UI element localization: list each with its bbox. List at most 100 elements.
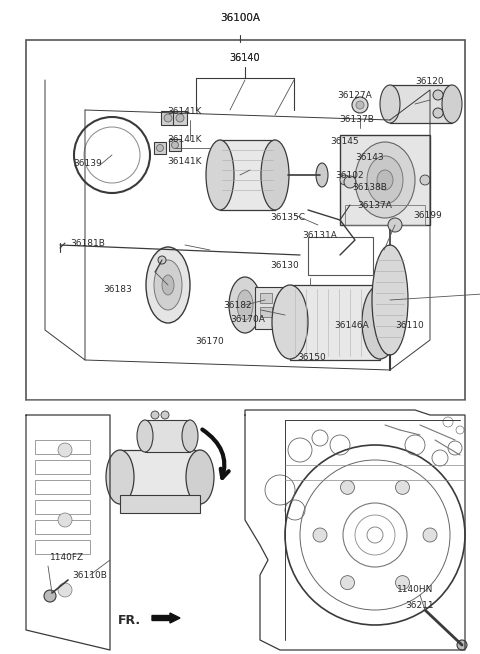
Bar [26,40,465,400]
Ellipse shape [106,450,134,504]
Text: 36102: 36102 [336,171,364,179]
Bar [35,500,90,514]
Circle shape [44,590,56,602]
Ellipse shape [237,290,253,320]
Bar [35,440,90,454]
Text: 36141K: 36141K [168,107,202,116]
Bar [154,142,166,154]
Bar [35,540,90,554]
Text: 36139: 36139 [73,158,102,167]
Ellipse shape [367,156,403,204]
Ellipse shape [377,170,393,190]
Circle shape [420,175,430,185]
Text: 36130: 36130 [271,260,300,269]
Text: 36110B: 36110B [72,570,108,579]
Text: 36131A: 36131A [302,230,337,239]
Bar [173,111,187,125]
Circle shape [457,640,467,650]
Circle shape [433,108,443,118]
Bar [290,285,380,360]
Bar [120,450,200,505]
Ellipse shape [229,277,261,333]
Bar [220,140,275,210]
Text: 36100A: 36100A [220,13,260,23]
Bar [161,111,175,125]
Ellipse shape [355,142,415,218]
Text: 36137B: 36137B [339,116,374,124]
Text: 36140: 36140 [230,53,260,63]
Ellipse shape [380,85,400,123]
Bar [169,139,181,151]
Circle shape [164,114,172,122]
Bar [260,293,272,303]
Ellipse shape [442,85,462,123]
Ellipse shape [206,140,234,210]
Bar [255,287,290,329]
Ellipse shape [146,247,190,323]
Circle shape [344,176,356,188]
Text: 1140HN: 1140HN [397,585,433,594]
Ellipse shape [186,450,214,504]
Ellipse shape [372,245,408,355]
Text: 36135C: 36135C [271,213,305,222]
Bar [35,460,90,474]
Circle shape [171,141,179,148]
Text: 36146A: 36146A [335,320,370,330]
Bar [35,520,90,534]
Text: 36170A: 36170A [230,315,265,324]
Circle shape [356,101,364,109]
Bar [145,420,190,452]
Circle shape [433,90,443,100]
Text: 36127A: 36127A [337,90,372,99]
Text: 36182: 36182 [224,300,252,309]
Circle shape [58,443,72,457]
Text: 36145: 36145 [331,137,360,146]
Text: 36143: 36143 [356,154,384,162]
Circle shape [156,145,164,152]
Text: FR.: FR. [118,613,141,627]
Circle shape [58,513,72,527]
Circle shape [151,411,159,419]
Circle shape [396,576,409,590]
Bar [35,480,90,494]
Circle shape [58,583,72,597]
Text: 36181B: 36181B [71,239,106,247]
Ellipse shape [362,285,398,359]
Text: 36141K: 36141K [168,158,202,167]
Text: 36137A: 36137A [358,201,393,209]
Text: 36183: 36183 [104,286,132,294]
Ellipse shape [137,420,153,452]
Circle shape [423,528,437,542]
Ellipse shape [154,260,182,310]
Text: 36141K: 36141K [168,135,202,145]
Circle shape [158,256,166,264]
Bar [120,495,200,513]
Bar [308,237,373,275]
Circle shape [340,175,350,185]
Ellipse shape [272,285,308,359]
Circle shape [388,218,402,232]
Text: 36170: 36170 [196,337,224,347]
Bar [390,85,452,123]
Circle shape [345,200,355,210]
Text: 36110: 36110 [396,320,424,330]
Bar [340,135,430,225]
Text: 36140: 36140 [230,53,260,63]
Ellipse shape [261,140,289,210]
Circle shape [161,411,169,419]
Text: 36100A: 36100A [220,13,260,23]
Text: 36150: 36150 [298,354,326,362]
Ellipse shape [316,163,328,187]
Circle shape [396,481,409,494]
Text: 36211: 36211 [406,600,434,610]
Bar [345,205,425,225]
Ellipse shape [182,420,198,452]
Circle shape [340,481,355,494]
Circle shape [340,576,355,590]
Text: 36138B: 36138B [353,184,387,192]
Circle shape [352,97,368,113]
Circle shape [176,114,184,122]
Circle shape [313,528,327,542]
Bar [260,307,272,317]
Text: 36199: 36199 [414,211,443,220]
